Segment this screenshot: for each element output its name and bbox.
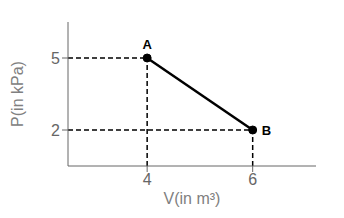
svg-text:5: 5: [51, 50, 60, 67]
svg-text:2: 2: [51, 122, 60, 139]
svg-text:A: A: [142, 37, 152, 52]
svg-text:B: B: [262, 123, 271, 138]
svg-text:4: 4: [143, 171, 152, 188]
svg-text:6: 6: [248, 171, 257, 188]
svg-text:V(in m³): V(in m³): [164, 190, 221, 207]
svg-text:P(in kPa): P(in kPa): [9, 61, 26, 127]
